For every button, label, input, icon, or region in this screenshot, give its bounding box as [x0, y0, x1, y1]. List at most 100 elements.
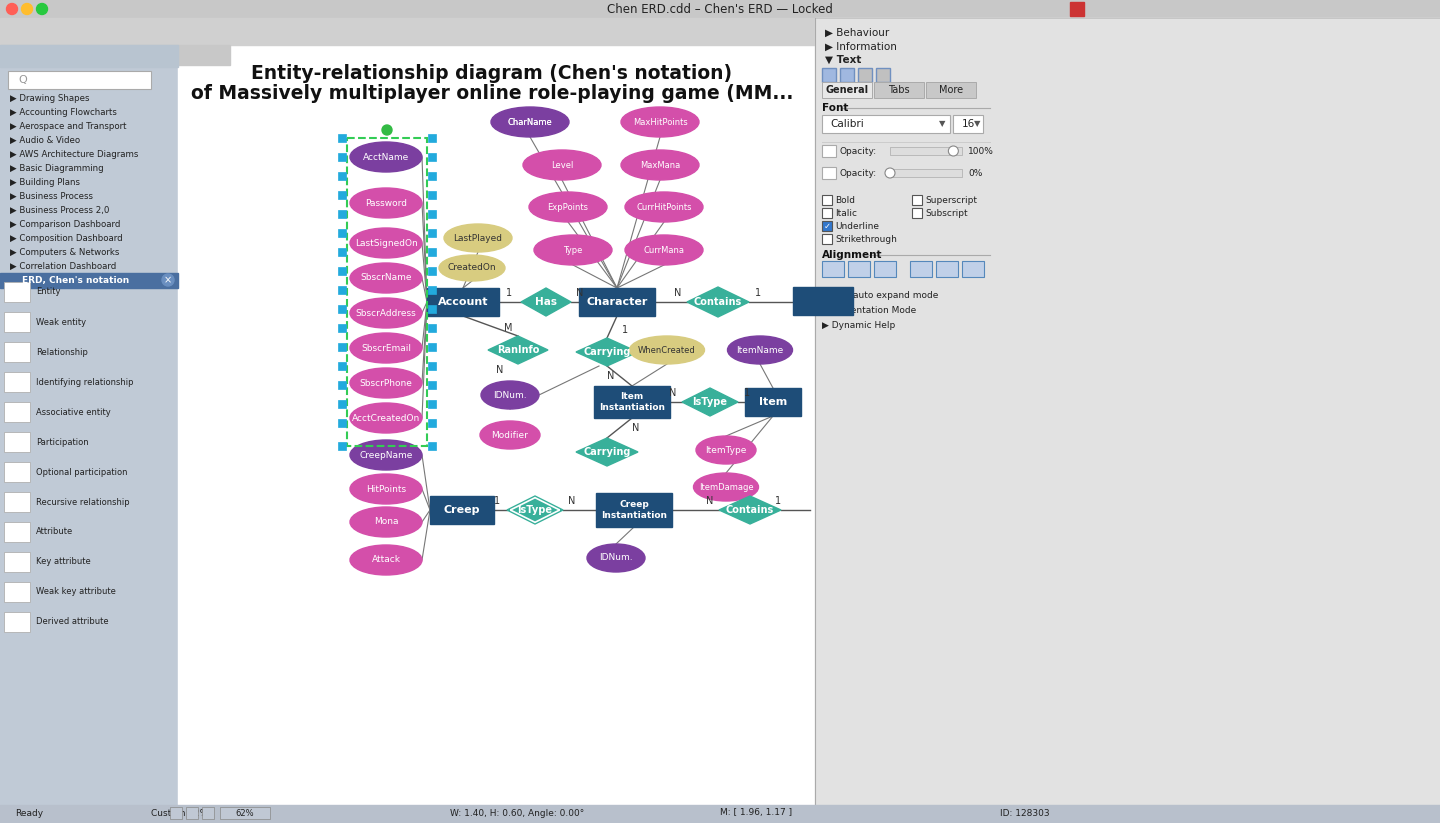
Text: ▶ Basic Diagramming: ▶ Basic Diagramming [10, 164, 104, 173]
Text: ▶ Presentation Mode: ▶ Presentation Mode [822, 305, 916, 314]
Text: Mona: Mona [374, 518, 399, 527]
Bar [428, 267, 436, 275]
Bar [0, 0, 1440, 18]
Circle shape [382, 125, 392, 135]
Text: 62%: 62% [236, 808, 255, 817]
Bar [912, 208, 922, 218]
Text: N: N [632, 423, 639, 433]
Text: ItemName: ItemName [736, 346, 783, 355]
Bar [428, 381, 436, 389]
Text: Contains: Contains [726, 505, 775, 515]
Bar [338, 191, 346, 199]
Bar [428, 172, 436, 180]
Bar [858, 68, 873, 82]
Bar [596, 493, 672, 527]
Text: Optional participation: Optional participation [36, 467, 128, 477]
Polygon shape [507, 496, 563, 524]
Text: Weak key attribute: Weak key attribute [36, 588, 115, 597]
Bar [9, 71, 151, 89]
Text: Has: Has [536, 297, 557, 307]
Bar [822, 261, 844, 277]
Ellipse shape [621, 150, 698, 180]
Text: CurrMana: CurrMana [644, 245, 684, 254]
Text: CurrHitPoints: CurrHitPoints [636, 202, 691, 212]
Bar [876, 68, 890, 82]
Bar [822, 221, 832, 231]
Bar [4, 492, 30, 512]
Bar [822, 82, 873, 98]
Ellipse shape [350, 507, 422, 537]
Text: HitPoints: HitPoints [366, 485, 406, 494]
Bar [428, 286, 436, 294]
Bar [912, 195, 922, 205]
Text: N: N [497, 365, 504, 375]
Text: N: N [569, 496, 576, 506]
Text: Associative entity: Associative entity [36, 407, 111, 416]
Text: Custom 62%: Custom 62% [151, 808, 209, 817]
Text: Item: Item [759, 397, 788, 407]
Text: CreepName: CreepName [360, 450, 413, 459]
Text: Carrying: Carrying [583, 447, 631, 457]
Bar [926, 82, 976, 98]
Text: CreatedOn: CreatedOn [448, 263, 497, 272]
Text: ▶ Dynamic Help: ▶ Dynamic Help [822, 320, 896, 329]
Text: ▶ Business Process 2,0: ▶ Business Process 2,0 [10, 206, 109, 215]
Bar [890, 147, 962, 155]
Bar [431, 496, 494, 524]
Bar [428, 288, 500, 316]
Bar [347, 138, 428, 446]
Bar [822, 195, 832, 205]
Bar [4, 462, 30, 482]
Text: Participation: Participation [36, 438, 89, 447]
Bar [338, 172, 346, 180]
Bar [815, 18, 1440, 823]
Text: Underline: Underline [835, 221, 878, 230]
Text: Tabs: Tabs [888, 85, 910, 95]
Bar [0, 273, 179, 288]
Ellipse shape [694, 473, 759, 501]
Text: ▶ Computers & Networks: ▶ Computers & Networks [10, 248, 120, 257]
Bar [428, 153, 436, 161]
Bar [936, 261, 958, 277]
Text: Identifying relationship: Identifying relationship [36, 378, 134, 387]
Text: Calibri: Calibri [829, 119, 864, 129]
Text: ▶ Correlation Dashboard: ▶ Correlation Dashboard [10, 262, 117, 271]
Text: Level: Level [552, 160, 573, 170]
Text: Relationship: Relationship [36, 347, 88, 356]
Text: LastSignedOn: LastSignedOn [354, 239, 418, 248]
Text: LastPlayed: LastPlayed [454, 234, 503, 243]
Bar [179, 45, 815, 805]
Text: Italic: Italic [835, 208, 857, 217]
Text: ×: × [164, 275, 171, 285]
Bar [840, 68, 854, 82]
Text: SbscrEmail: SbscrEmail [361, 343, 410, 352]
Text: 1: 1 [622, 325, 628, 335]
Text: 1: 1 [505, 288, 513, 298]
Text: Strikethrough: Strikethrough [835, 235, 897, 244]
Text: ItemType: ItemType [706, 445, 747, 454]
Circle shape [7, 3, 17, 15]
Text: Type: Type [563, 245, 583, 254]
Bar [428, 324, 436, 332]
Text: SbscrPhone: SbscrPhone [360, 379, 412, 388]
Bar [4, 612, 30, 632]
Ellipse shape [350, 368, 422, 398]
Ellipse shape [696, 436, 756, 464]
Text: IsType: IsType [693, 397, 727, 407]
Text: MaxMana: MaxMana [639, 160, 680, 170]
Text: IDNum.: IDNum. [599, 554, 632, 562]
Bar [822, 145, 837, 157]
Bar [4, 402, 30, 422]
Bar [1070, 2, 1084, 16]
Text: 1: 1 [755, 288, 762, 298]
Text: Account: Account [438, 297, 488, 307]
Text: Modifier: Modifier [491, 430, 528, 439]
Text: Subscript: Subscript [924, 208, 968, 217]
Text: ▶ Business Process: ▶ Business Process [10, 192, 94, 201]
Bar [338, 134, 346, 142]
Bar [202, 807, 215, 819]
Bar [338, 419, 346, 427]
Bar [428, 305, 436, 313]
Text: ✓: ✓ [824, 221, 831, 230]
Bar [338, 324, 346, 332]
